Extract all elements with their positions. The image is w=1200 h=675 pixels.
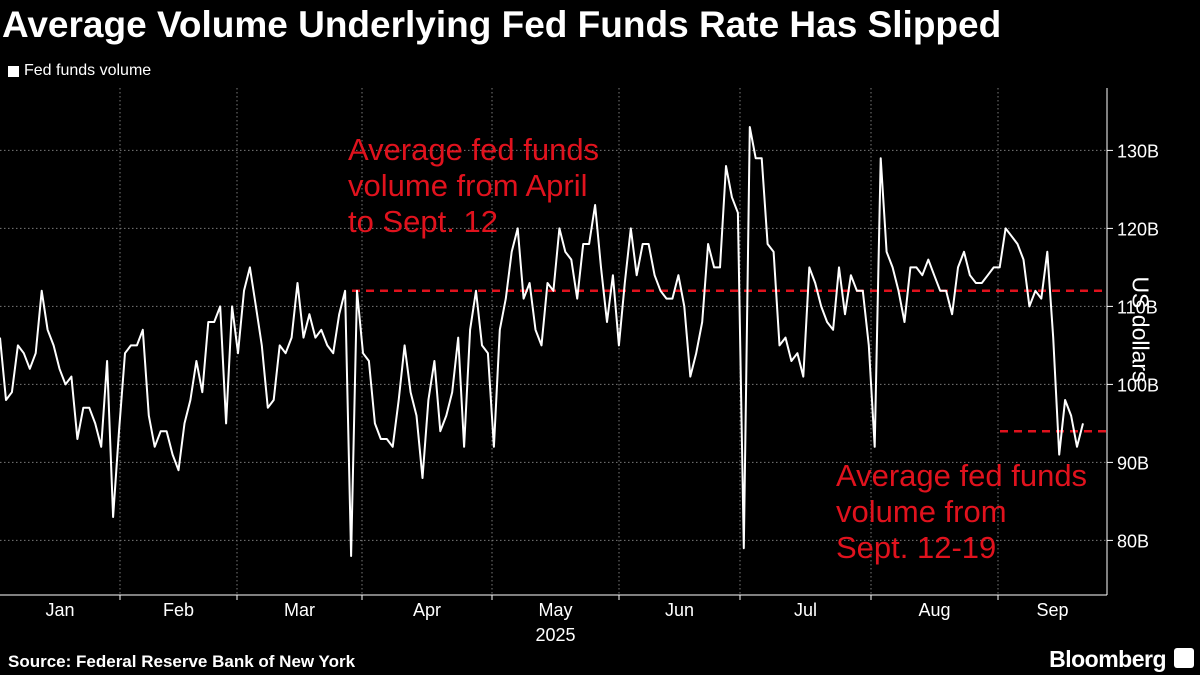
annotation-september-average: Average fed funds volume from Sept. 12-1… bbox=[836, 458, 1087, 566]
annotation-line: Average fed funds bbox=[348, 132, 600, 167]
legend: Fed funds volume bbox=[8, 62, 151, 80]
bloomberg-logo: Bloomberg bbox=[1049, 646, 1166, 672]
source-note: Source: Federal Reserve Bank of New York bbox=[8, 652, 356, 671]
chart-title: Average Volume Underlying Fed Funds Rate… bbox=[2, 4, 1002, 45]
legend-label: Fed funds volume bbox=[24, 62, 152, 79]
x-tick-label-mar: Mar bbox=[284, 600, 315, 620]
x-tick-label-jun: Jun bbox=[665, 600, 694, 620]
x-tick-label-jan: Jan bbox=[45, 600, 74, 620]
annotation-april-average: Average fed funds volume from April to S… bbox=[348, 132, 599, 240]
y-tick-label: 80B bbox=[1117, 531, 1149, 551]
bloomberg-icon bbox=[1174, 648, 1194, 668]
x-tick-label-feb: Feb bbox=[163, 600, 194, 620]
annotation-line: Sept. 12-19 bbox=[836, 530, 997, 565]
annotation-line: volume from bbox=[836, 494, 1007, 529]
y-tick-label: 120B bbox=[1117, 219, 1159, 239]
y-tick-label: 130B bbox=[1117, 141, 1159, 161]
legend-swatch bbox=[8, 65, 19, 77]
x-tick-label-aug: Aug bbox=[918, 600, 950, 620]
annotation-line: volume from April bbox=[348, 168, 588, 203]
y-tick-label: 110B bbox=[1117, 297, 1158, 317]
x-tick-label-sep: Sep bbox=[1036, 600, 1068, 620]
x-tick-label-jul: Jul bbox=[794, 600, 817, 620]
x-tick-label-may: May bbox=[538, 600, 572, 620]
y-axis-label: US dollars bbox=[1127, 276, 1154, 383]
series-line-fed-funds-volume bbox=[0, 126, 1084, 557]
y-tick-label: 90B bbox=[1117, 453, 1149, 473]
annotation-line: Average fed funds bbox=[836, 458, 1088, 493]
x-year-label: 2025 bbox=[535, 625, 575, 645]
annotation-line: to Sept. 12 bbox=[348, 204, 498, 239]
x-tick-label-apr: Apr bbox=[413, 600, 441, 620]
y-tick-label: 100B bbox=[1117, 375, 1159, 395]
